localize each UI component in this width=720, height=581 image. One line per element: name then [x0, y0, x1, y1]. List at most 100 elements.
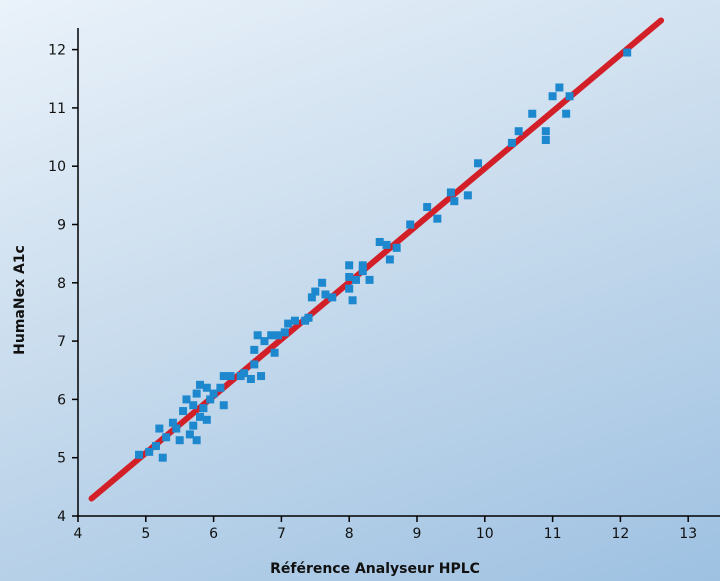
- data-point: [280, 328, 289, 337]
- data-point: [548, 92, 557, 101]
- y-axis-title: HumaNex A1c: [12, 245, 28, 355]
- data-point: [168, 418, 177, 427]
- y-tick-label: 9: [57, 218, 66, 234]
- data-point: [246, 374, 255, 383]
- data-point: [385, 255, 394, 264]
- data-point: [423, 203, 432, 212]
- data-point: [175, 436, 184, 445]
- data-point: [219, 401, 228, 410]
- data-point: [260, 337, 269, 346]
- data-point: [345, 284, 354, 293]
- data-point: [196, 412, 205, 421]
- data-point: [226, 372, 235, 381]
- x-tick-label: 10: [476, 526, 494, 542]
- x-tick-label: 9: [413, 526, 422, 542]
- data-point: [562, 109, 571, 118]
- data-point: [250, 360, 259, 369]
- data-point: [192, 389, 201, 398]
- data-point: [206, 395, 215, 404]
- data-point: [182, 395, 191, 404]
- data-point: [348, 296, 357, 305]
- data-point: [145, 447, 154, 456]
- data-point: [392, 243, 401, 252]
- data-point: [351, 275, 360, 284]
- y-tick-label: 10: [48, 159, 66, 175]
- data-point: [365, 275, 374, 284]
- data-points: [135, 48, 632, 462]
- data-point: [433, 214, 442, 223]
- data-point: [274, 331, 283, 340]
- data-point: [151, 442, 160, 451]
- data-point: [463, 191, 472, 200]
- y-tick-label: 8: [57, 276, 66, 292]
- data-point: [192, 436, 201, 445]
- data-point: [179, 407, 188, 416]
- x-tick-label: 5: [141, 526, 150, 542]
- x-tick-label: 7: [277, 526, 286, 542]
- data-point: [250, 345, 259, 354]
- data-point: [318, 278, 327, 287]
- data-point: [528, 109, 537, 118]
- data-point: [541, 127, 550, 136]
- data-point: [202, 383, 211, 392]
- data-point: [358, 261, 367, 270]
- y-tick-label: 4: [57, 509, 66, 525]
- data-point: [284, 319, 293, 328]
- data-point: [406, 220, 415, 229]
- data-point: [375, 237, 384, 246]
- data-point: [209, 389, 218, 398]
- y-tick-label: 5: [57, 451, 66, 467]
- data-point: [382, 240, 391, 249]
- data-point: [555, 83, 564, 92]
- data-point: [304, 313, 313, 322]
- data-point: [507, 138, 516, 147]
- data-point: [189, 401, 198, 410]
- data-point: [158, 453, 167, 462]
- data-point: [514, 127, 523, 136]
- data-point: [446, 188, 455, 197]
- x-tick-label: 6: [209, 526, 218, 542]
- data-point: [311, 287, 320, 296]
- data-point: [202, 415, 211, 424]
- data-point: [270, 348, 279, 357]
- y-tick-label: 6: [57, 392, 66, 408]
- data-point: [267, 331, 276, 340]
- data-point: [307, 293, 316, 302]
- y-tick-label: 7: [57, 334, 66, 350]
- data-point: [196, 380, 205, 389]
- x-tick-label: 12: [611, 526, 629, 542]
- data-point: [290, 316, 299, 325]
- data-point: [155, 424, 164, 433]
- data-point: [172, 424, 181, 433]
- y-axis-ticks: 4 5 6 7 8 9 10 11 12: [48, 43, 78, 525]
- data-point: [185, 430, 194, 439]
- data-point: [135, 450, 144, 459]
- data-point: [253, 331, 262, 340]
- x-axis-ticks: 4 5 6 7 8 9 10 11 12 13: [74, 516, 697, 542]
- data-point: [328, 293, 337, 302]
- data-point: [216, 383, 225, 392]
- y-tick-label: 11: [48, 101, 66, 117]
- data-point: [240, 369, 249, 378]
- data-point: [219, 372, 228, 381]
- x-axis-title: Référence Analyseur HPLC: [270, 561, 480, 577]
- data-point: [358, 267, 367, 276]
- data-point: [450, 197, 459, 206]
- data-point: [565, 92, 574, 101]
- data-point: [474, 159, 483, 168]
- data-point: [162, 433, 171, 442]
- data-point: [199, 404, 208, 413]
- data-point: [257, 372, 266, 381]
- data-point: [321, 290, 330, 299]
- data-point: [345, 261, 354, 270]
- data-point: [623, 48, 632, 57]
- data-point: [189, 421, 198, 430]
- x-tick-label: 11: [544, 526, 562, 542]
- x-tick-label: 13: [679, 526, 697, 542]
- x-tick-label: 4: [74, 526, 83, 542]
- data-point: [345, 272, 354, 281]
- y-tick-label: 12: [48, 43, 66, 59]
- x-tick-label: 8: [345, 526, 354, 542]
- data-point: [541, 135, 550, 144]
